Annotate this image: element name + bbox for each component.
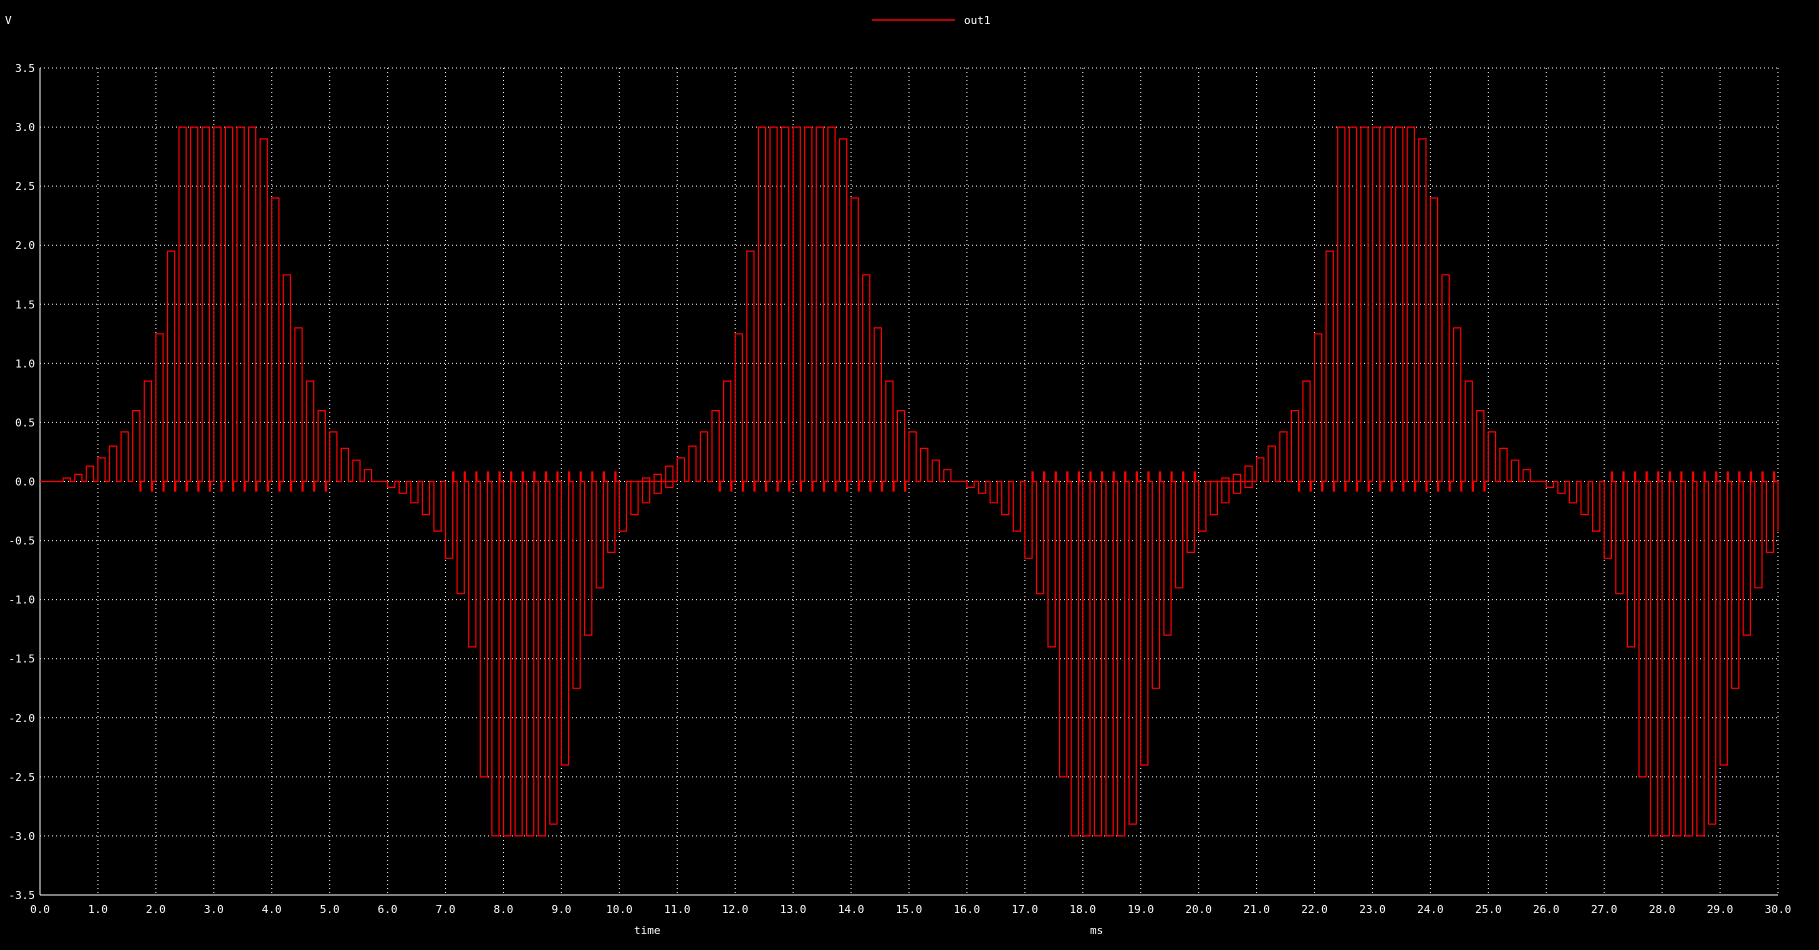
y-tick-label: -2.0 bbox=[9, 712, 36, 725]
x-tick-label: 18.0 bbox=[1070, 903, 1097, 916]
x-tick-label: 8.0 bbox=[494, 903, 514, 916]
x-tick-label: 7.0 bbox=[436, 903, 456, 916]
x-axis-label: time bbox=[634, 924, 661, 937]
y-tick-label: 0.5 bbox=[15, 416, 35, 429]
legend[interactable]: out1 bbox=[872, 14, 991, 27]
y-tick-label: -3.5 bbox=[9, 889, 36, 902]
y-tick-label: -1.0 bbox=[9, 594, 36, 607]
x-tick-label: 21.0 bbox=[1243, 903, 1270, 916]
y-tick-label: -1.5 bbox=[9, 653, 36, 666]
x-tick-label: 6.0 bbox=[378, 903, 398, 916]
y-tick-label: 2.5 bbox=[15, 180, 35, 193]
y-tick-label: 1.0 bbox=[15, 357, 35, 370]
x-tick-label: 10.0 bbox=[606, 903, 633, 916]
x-tick-label: 24.0 bbox=[1417, 903, 1444, 916]
x-tick-label: 20.0 bbox=[1185, 903, 1212, 916]
x-tick-label: 28.0 bbox=[1649, 903, 1676, 916]
x-tick-label: 26.0 bbox=[1533, 903, 1560, 916]
y-tick-label: 3.5 bbox=[15, 62, 35, 75]
x-tick-label: 13.0 bbox=[780, 903, 807, 916]
y-axis-unit: V bbox=[5, 14, 12, 27]
x-tick-label: 17.0 bbox=[1012, 903, 1039, 916]
x-tick-labels: 0.0 1.0 2.0 3.0 4.0 5.0 6.0 7.0 8.0 9.0 10.0 11.0 12… bbox=[30, 903, 1791, 916]
x-tick-label: 16.0 bbox=[954, 903, 981, 916]
y-tick-label: -0.5 bbox=[9, 535, 36, 548]
x-tick-label: 14.0 bbox=[838, 903, 865, 916]
x-tick-label: 29.0 bbox=[1707, 903, 1734, 916]
x-tick-label: 25.0 bbox=[1475, 903, 1502, 916]
y-tick-label: 2.0 bbox=[15, 239, 35, 252]
y-tick-label: 0.0 bbox=[15, 476, 35, 489]
x-tick-label: 27.0 bbox=[1591, 903, 1618, 916]
chart-traces bbox=[40, 126, 1779, 837]
x-tick-label: 30.0 bbox=[1765, 903, 1792, 916]
legend-label-out1: out1 bbox=[964, 14, 991, 27]
x-axis-unit: ms bbox=[1090, 924, 1103, 937]
x-tick-label: 23.0 bbox=[1359, 903, 1386, 916]
x-tick-label: 11.0 bbox=[664, 903, 691, 916]
x-tick-label: 9.0 bbox=[551, 903, 571, 916]
x-tick-label: 12.0 bbox=[722, 903, 749, 916]
x-tick-label: 3.0 bbox=[204, 903, 224, 916]
x-tick-label: 4.0 bbox=[262, 903, 282, 916]
x-tick-label: 1.0 bbox=[88, 903, 108, 916]
x-tick-label: 5.0 bbox=[320, 903, 340, 916]
x-tick-label: 22.0 bbox=[1301, 903, 1328, 916]
series-line-out1 bbox=[40, 126, 1779, 837]
y-tick-label: 3.0 bbox=[15, 121, 35, 134]
y-tick-label: -3.0 bbox=[9, 830, 36, 843]
x-tick-label: 2.0 bbox=[146, 903, 166, 916]
y-tick-label: -2.5 bbox=[9, 771, 36, 784]
x-tick-label: 19.0 bbox=[1127, 903, 1154, 916]
y-tick-label: 1.5 bbox=[15, 298, 35, 311]
y-tick-labels: 3.5 3.0 2.5 2.0 1.5 1.0 0.5 0.0 -0.5 -1.0 -1.5 -2.0… bbox=[9, 62, 36, 902]
x-tick-label: 0.0 bbox=[30, 903, 50, 916]
x-tick-label: 15.0 bbox=[896, 903, 923, 916]
